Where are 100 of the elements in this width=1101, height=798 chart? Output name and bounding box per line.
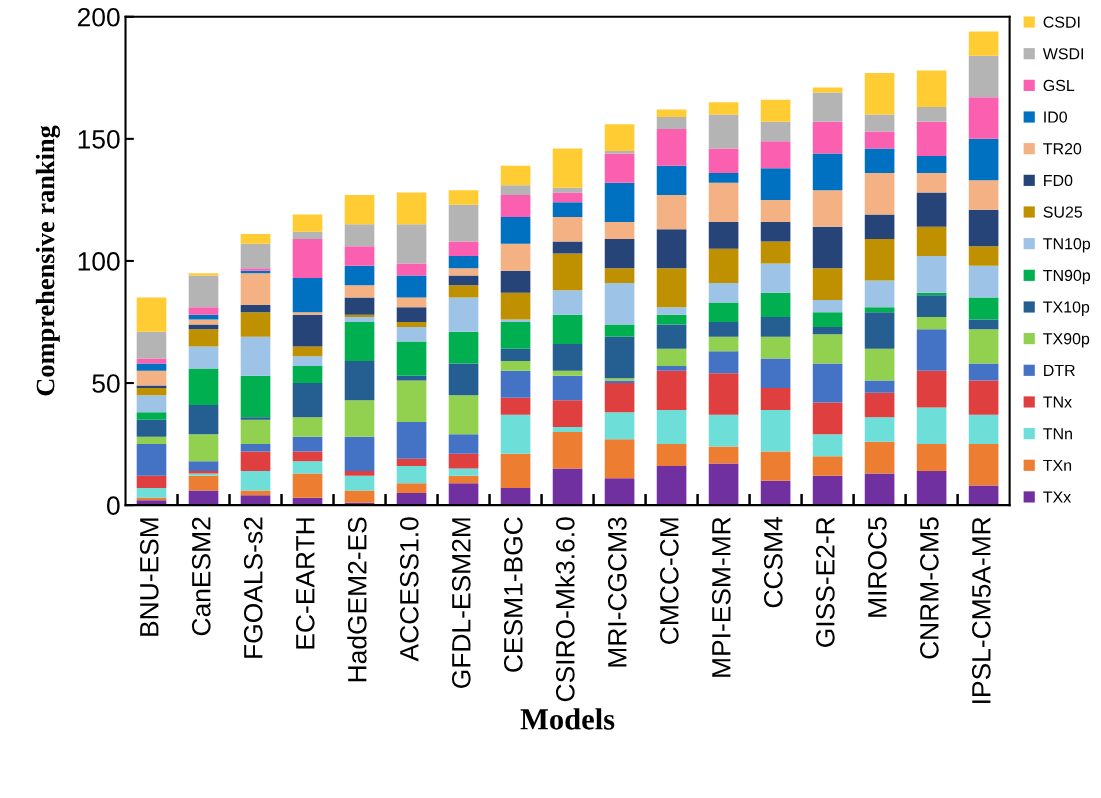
x-tick-label: IPSL-CM5A-MR	[972, 517, 991, 703]
bar	[552, 375, 583, 401]
bar	[396, 275, 427, 298]
bar	[760, 387, 791, 410]
bar	[604, 268, 635, 283]
bar	[292, 214, 323, 232]
bar	[864, 148, 895, 174]
bar	[604, 221, 635, 239]
bar	[760, 241, 791, 264]
x-tick-label: CSIRO-Mk3.6.0	[555, 517, 575, 702]
bar	[708, 221, 739, 249]
bar	[656, 466, 687, 506]
bar	[240, 304, 271, 313]
bar	[292, 436, 323, 452]
bar	[968, 444, 999, 486]
bar	[760, 199, 791, 222]
bar	[448, 434, 479, 454]
bar	[396, 321, 427, 327]
bar	[968, 97, 999, 139]
bar	[968, 380, 999, 415]
bar	[136, 444, 167, 476]
bar	[656, 229, 687, 269]
bar	[656, 365, 687, 371]
bar	[396, 192, 427, 225]
bar	[188, 329, 219, 347]
bar	[188, 405, 219, 435]
bar	[968, 55, 999, 98]
bar	[500, 397, 531, 415]
bar	[240, 417, 271, 420]
bar	[864, 380, 895, 393]
bar	[188, 314, 219, 320]
bar	[968, 319, 999, 330]
bar	[760, 358, 791, 388]
bar	[656, 444, 687, 467]
bar	[292, 461, 323, 474]
bar	[812, 434, 843, 457]
bar	[292, 417, 323, 437]
bar	[292, 238, 323, 279]
bar	[812, 326, 843, 335]
bar	[500, 370, 531, 398]
legend-label: TXx	[1043, 491, 1072, 503]
bar	[968, 246, 999, 266]
bar	[656, 370, 687, 410]
bar	[136, 412, 167, 420]
bar	[656, 348, 687, 366]
bar	[188, 490, 219, 506]
bar	[968, 31, 999, 56]
y-tick-label: 150	[78, 129, 120, 149]
bar	[552, 216, 583, 242]
bar	[812, 334, 843, 364]
x-tick-label: GISS-E2-R	[815, 517, 835, 647]
legend-label: TX90p	[1043, 333, 1090, 348]
bar	[812, 300, 843, 313]
bar	[240, 243, 271, 269]
bar	[760, 409, 791, 452]
bar	[760, 336, 791, 359]
bar	[552, 314, 583, 344]
x-tick-label: CESM1-BGC	[503, 517, 523, 672]
bar	[344, 321, 375, 362]
bar	[864, 214, 895, 239]
bar	[760, 121, 791, 142]
bar	[344, 490, 375, 503]
bar	[604, 412, 635, 440]
bar	[552, 400, 583, 427]
bar	[188, 324, 219, 330]
bar	[500, 292, 531, 320]
bar	[552, 431, 583, 469]
bar	[552, 187, 583, 193]
x-tick-label: ACCESS1.0	[399, 517, 419, 662]
legend-label: TX10p	[1043, 301, 1090, 316]
bar	[708, 336, 739, 352]
bar	[812, 456, 843, 476]
bar	[812, 268, 843, 301]
bar	[916, 370, 947, 408]
bar	[916, 173, 947, 193]
bar	[552, 468, 583, 506]
bar	[344, 224, 375, 247]
bar	[552, 253, 583, 291]
legend-label: SU25	[1043, 206, 1083, 218]
bar	[604, 324, 635, 337]
bar	[396, 224, 427, 264]
bar	[344, 317, 375, 322]
bar	[344, 246, 375, 266]
bar	[500, 348, 531, 362]
bar	[396, 483, 427, 493]
bar	[916, 107, 947, 122]
bar	[448, 331, 479, 364]
bar	[448, 204, 479, 242]
bar	[708, 102, 739, 115]
bar	[448, 256, 479, 269]
bar	[604, 153, 635, 183]
bar	[604, 124, 635, 152]
bar	[500, 321, 531, 349]
bar	[968, 265, 999, 298]
bar	[552, 426, 583, 432]
bar	[292, 278, 323, 313]
bar	[968, 485, 999, 506]
bar	[500, 361, 531, 371]
bar	[708, 373, 739, 415]
legend-label: FD0	[1044, 174, 1073, 187]
